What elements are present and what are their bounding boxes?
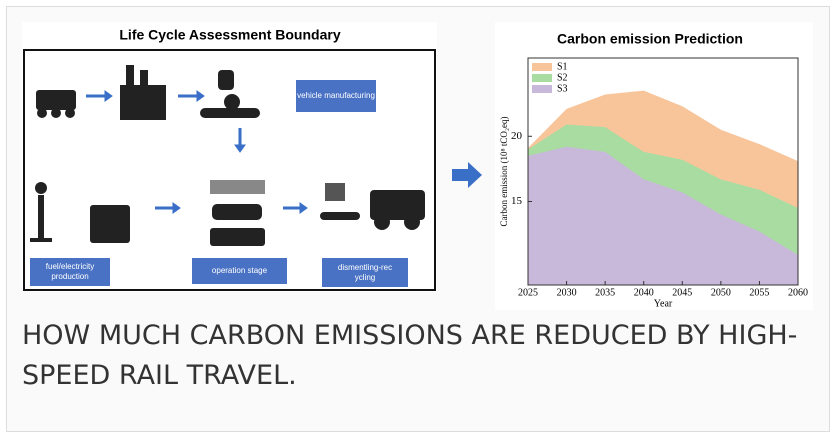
diagram-panel <box>22 22 437 292</box>
node-label: operation stage <box>192 258 287 284</box>
y-tick-label: 20 <box>511 130 523 142</box>
chart-title: Carbon emission Prediction <box>557 31 743 47</box>
legend-swatch <box>532 74 552 82</box>
caption: HOW MUCH CARBON EMISSIONS ARE REDUCED BY… <box>22 316 812 396</box>
legend-swatch <box>532 63 552 71</box>
legend-label: S1 <box>557 61 568 72</box>
x-axis-label: Year <box>654 298 673 309</box>
x-tick-label: 2025 <box>518 287 538 298</box>
x-tick-label: 2040 <box>634 287 654 298</box>
x-tick-label: 2050 <box>711 287 731 298</box>
page: {"diagram": {"title": "Life Cycle Assess… <box>0 0 836 438</box>
diagram-title: Life Cycle Assessment Boundary <box>119 27 340 43</box>
y-axis-label: Carbon emission (10⁸ tCO₂eq) <box>499 116 509 226</box>
legend-label: S2 <box>557 72 568 83</box>
x-tick-label: 2055 <box>749 287 769 298</box>
node-label: fuel/electricity production <box>30 258 110 286</box>
node-label: dismentling-recycling <box>322 258 408 287</box>
x-tick-label: 2035 <box>595 287 615 298</box>
legend-swatch <box>532 85 552 93</box>
legend-label: S3 <box>557 83 568 94</box>
node-label: vehicle manufacturing <box>296 80 376 112</box>
y-tick-label: 15 <box>511 195 523 207</box>
x-tick-label: 2045 <box>672 287 692 298</box>
x-tick-label: 2030 <box>557 287 577 298</box>
x-tick-label: 2060 <box>788 287 808 298</box>
